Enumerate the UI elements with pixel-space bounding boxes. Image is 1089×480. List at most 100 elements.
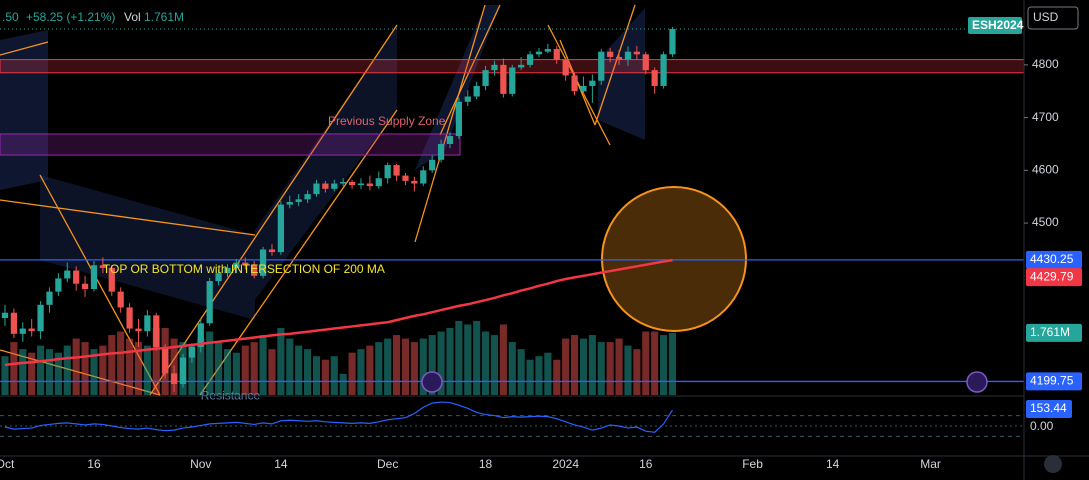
candle-body [509, 67, 516, 94]
candle-body [242, 262, 249, 266]
auto-button[interactable] [1044, 455, 1062, 473]
volume-bar [499, 324, 507, 395]
volume-value: 1.761M [1030, 325, 1070, 339]
volume-bar [37, 345, 45, 395]
candle-body [589, 80, 596, 86]
candle-body [268, 249, 276, 253]
candle-body [651, 70, 658, 86]
volume-bar [597, 342, 605, 395]
volume-bar [19, 349, 27, 395]
candle-body [491, 64, 498, 71]
volume-bar [401, 338, 410, 395]
currency-button[interactable] [1027, 6, 1079, 30]
volume-bar [206, 331, 214, 395]
volume-bar [357, 349, 365, 395]
candle-body [81, 283, 89, 289]
x-tick-label: Dec [377, 457, 398, 471]
candle-body [251, 265, 258, 276]
candle-body [420, 170, 427, 184]
osc-value: 153.44 [1030, 401, 1067, 415]
oscillator-line [4, 401, 673, 433]
volume-bar [526, 359, 534, 395]
candle-body [90, 265, 98, 289]
channel-line [414, 4, 486, 243]
x-tick-label: 16 [639, 457, 653, 471]
x-tick-label: Mar [920, 457, 941, 471]
candle-body [411, 180, 418, 184]
volume-bar [384, 338, 392, 395]
candle-body [286, 201, 293, 205]
currency[interactable]: USD [1033, 10, 1059, 24]
candle-body [562, 59, 569, 76]
y-tick-label: 4600 [1032, 163, 1059, 177]
x-tick-label: 2024 [552, 457, 579, 471]
volume-bar [188, 345, 196, 395]
candle-body [357, 183, 365, 186]
volume-bar [446, 327, 454, 395]
channel-line [199, 109, 398, 396]
candle-body [598, 51, 605, 81]
annotation: TOP OR BOTTOM with INTERSECTION OF 200 M… [103, 262, 385, 276]
volume-bar [544, 352, 552, 395]
volume-bar [286, 338, 294, 395]
volume-bar [10, 342, 18, 395]
candle-body [348, 181, 356, 186]
candle-body [197, 323, 204, 348]
candle-body [55, 278, 62, 292]
candle-body [331, 183, 338, 189]
ma-tag [1026, 268, 1082, 287]
channel-box [0, 30, 48, 190]
candle-body [580, 85, 587, 92]
x-tick-label: 14 [826, 457, 840, 471]
candle-body [188, 347, 195, 358]
volume-bar [464, 324, 472, 395]
candle-body [429, 159, 436, 171]
candle-body [437, 143, 445, 160]
volume-bar [393, 335, 401, 395]
y-tick-label: 4500 [1032, 215, 1059, 229]
candle-body [179, 357, 187, 384]
candle-body [206, 281, 213, 324]
candle-body [233, 262, 240, 268]
volume-bar [588, 335, 596, 395]
candle-body [1, 312, 9, 319]
x-tick-label: 18 [479, 457, 493, 471]
event-icon[interactable] [966, 371, 988, 393]
candle-body [153, 315, 160, 348]
volume-bar [366, 345, 374, 395]
level-label: 4430.25 [1030, 252, 1074, 266]
volume-bar [482, 331, 490, 395]
volume-bar [134, 342, 143, 395]
volume-bar [63, 345, 71, 395]
channel-line [439, 4, 501, 136]
volume-bar [330, 356, 338, 395]
channel-line [0, 41, 49, 56]
volume-bar [562, 338, 570, 395]
moving-average [4, 258, 673, 367]
volume-bar [428, 335, 436, 395]
candle-body [535, 51, 543, 55]
volume-bar [375, 342, 383, 395]
volume-bar [651, 331, 659, 395]
volume-bar [633, 349, 641, 395]
candle-body [135, 328, 142, 332]
candle-body [28, 328, 35, 332]
osc-tick-label: 0.00 [1030, 419, 1054, 433]
candle-body [393, 165, 400, 176]
volume-bar [232, 352, 240, 395]
candle-body [340, 181, 347, 184]
ma-value: 4429.79 [1030, 269, 1074, 283]
volume-bar [419, 338, 427, 395]
price-change: +58.25 (+1.21%) [26, 10, 115, 24]
candle-body [126, 307, 133, 329]
vol-label: Vol [124, 10, 141, 24]
event-icon[interactable] [421, 371, 443, 393]
highlight-circle [601, 186, 747, 332]
drawings [0, 4, 747, 396]
candle-body [544, 49, 551, 52]
candle-body [402, 175, 409, 181]
x-tick-label: Feb [742, 457, 763, 471]
candle-body [482, 70, 489, 86]
